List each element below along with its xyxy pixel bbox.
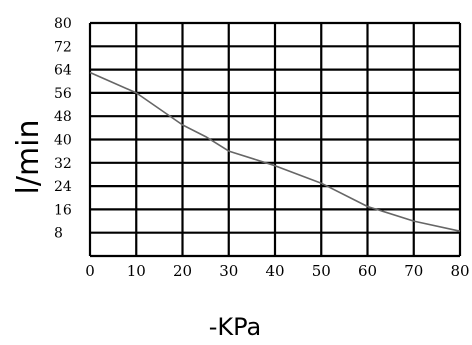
y-tick-label: 80: [54, 16, 72, 32]
x-tick-label: 0: [85, 262, 95, 280]
y-tick-label: 40: [54, 133, 72, 149]
x-tick-label: 50: [312, 262, 331, 280]
y-tick-label: 56: [54, 86, 72, 102]
y-tick-label: 32: [54, 156, 72, 172]
x-tick-label: 20: [173, 262, 192, 280]
x-tick-label: 40: [265, 262, 284, 280]
x-tick-label: 10: [127, 262, 146, 280]
x-axis-title: -KPa: [209, 313, 262, 340]
y-axis-title: l/min: [11, 119, 46, 194]
y-tick-labels: 8 16 24 32 40 48 56 64 72 80: [54, 16, 72, 242]
series-line: [89, 71, 461, 232]
x-tick-label: 80: [450, 262, 469, 280]
y-tick-label: 24: [54, 179, 72, 195]
x-tick-label: 30: [219, 262, 238, 280]
y-tick-label: 64: [54, 63, 72, 79]
x-tick-label: 60: [358, 262, 377, 280]
y-tick-label: 16: [54, 202, 72, 218]
y-tick-label: 48: [54, 109, 72, 125]
x-tick-labels: 0 10 20 30 40 50 60 70 80: [85, 262, 469, 280]
series-layer: [89, 71, 461, 232]
y-tick-label: 72: [54, 39, 72, 55]
grid: [88, 21, 462, 258]
y-tick-label: 8: [54, 226, 63, 242]
x-tick-label: 70: [404, 262, 423, 280]
